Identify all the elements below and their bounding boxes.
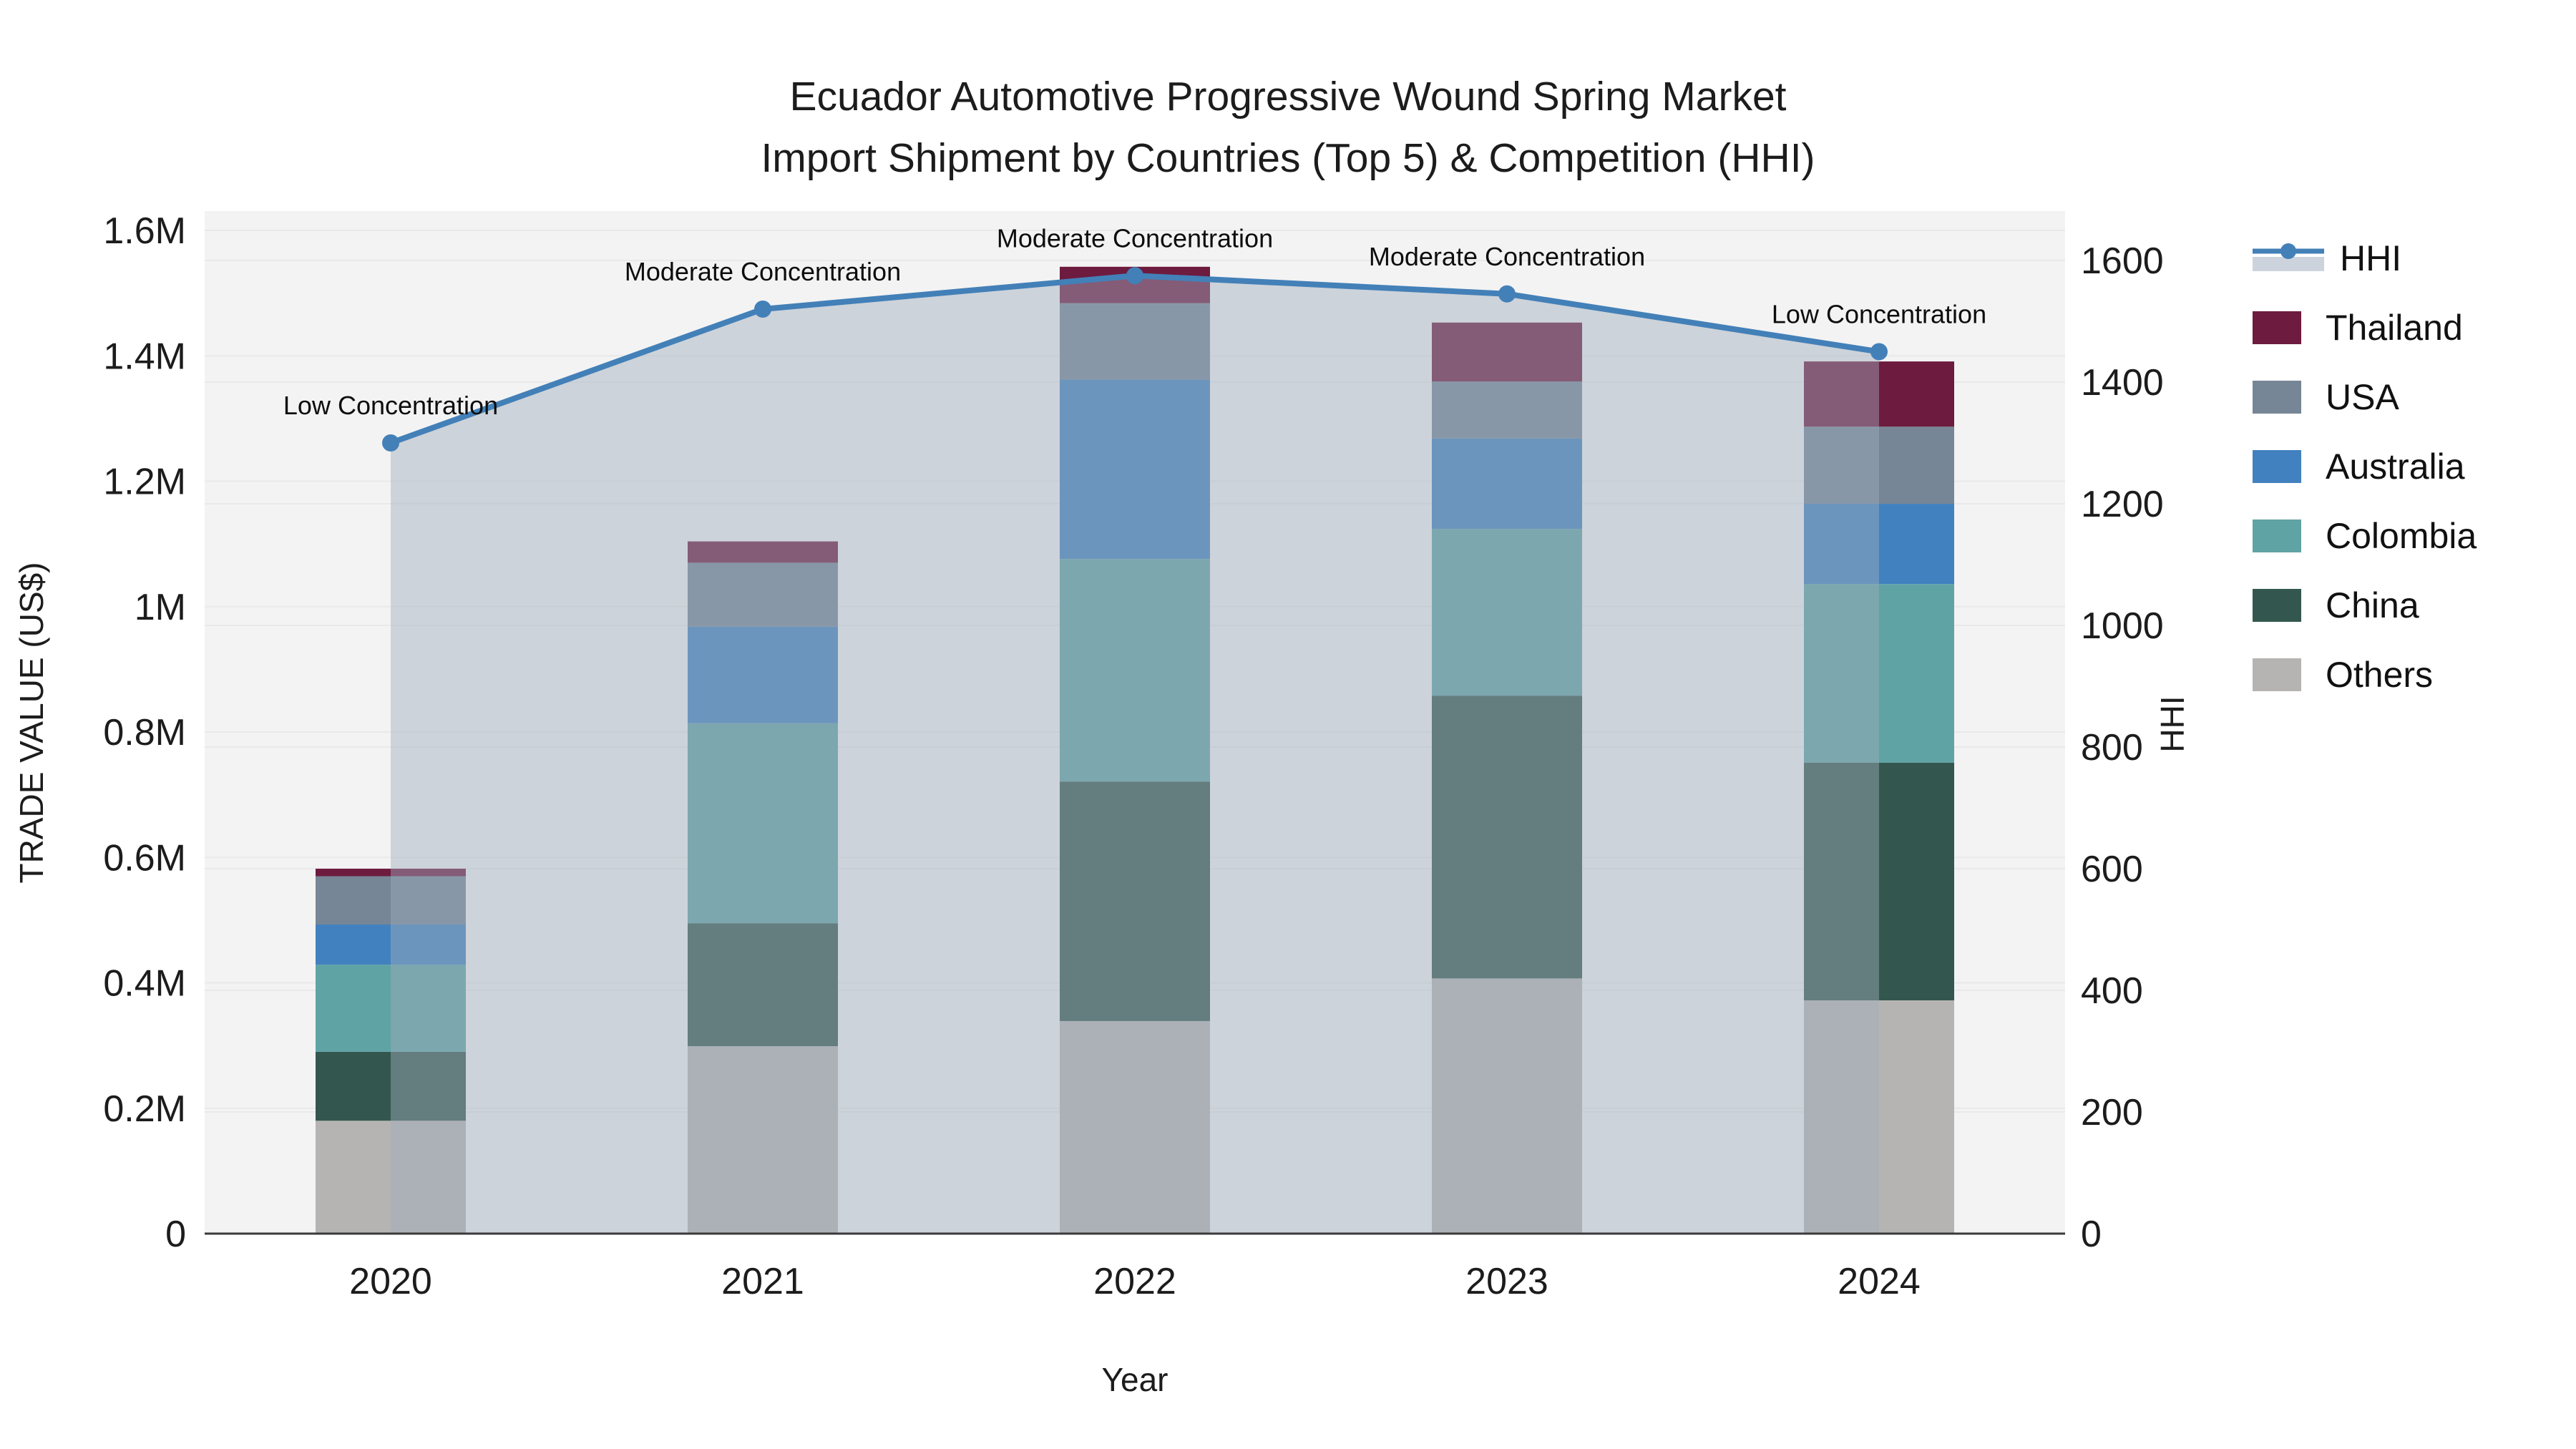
y2-axis-tick-label: 400	[2081, 970, 2143, 1012]
y2-axis-tick-label: 1000	[2081, 605, 2164, 647]
x-axis-tick-label: 2024	[1838, 1261, 1921, 1302]
legend-item-thailand[interactable]: Thailand	[2253, 293, 2477, 362]
legend-swatch-thailand	[2253, 311, 2301, 344]
legend-label: HHI	[2340, 238, 2402, 278]
x-axis-tick-label: 2021	[721, 1261, 804, 1302]
hhi-marker	[1126, 267, 1143, 285]
y-axis-title: TRADE VALUE (US$)	[13, 562, 50, 884]
y2-axis-tick-label: 0	[2081, 1214, 2102, 1255]
y-axis-tick-label: 1.4M	[103, 336, 186, 377]
hhi-annotation: Low Concentration	[283, 391, 498, 420]
bar-segment-usa	[1804, 426, 1954, 504]
legend-label: Others	[2326, 654, 2434, 695]
hhi-marker	[1498, 285, 1516, 303]
x-axis-title: Year	[1101, 1361, 1169, 1398]
bar-segment-usa	[316, 876, 466, 925]
bar-segment-others	[1060, 1020, 1210, 1234]
bar-segment-usa	[1060, 303, 1210, 380]
y2-axis-tick-label: 200	[2081, 1092, 2143, 1133]
bar-segment-australia	[1060, 379, 1210, 560]
bar-segment-others	[1432, 978, 1582, 1234]
y-axis-tick-label: 0.2M	[103, 1088, 186, 1130]
legend-item-china[interactable]: China	[2253, 570, 2477, 640]
bar-segment-thailand	[1804, 361, 1954, 427]
y-axis-tick-label: 0.8M	[103, 712, 186, 753]
bar-segment-china	[1804, 762, 1954, 1001]
bar-segment-others	[688, 1046, 838, 1234]
y-axis-tick-label: 0	[165, 1214, 186, 1255]
legend-swatch-china	[2253, 588, 2301, 622]
legend-swatch-usa	[2253, 380, 2301, 414]
x-axis-tick-label: 2020	[349, 1261, 432, 1302]
legend-swatch-others	[2253, 658, 2301, 691]
legend-label: Colombia	[2326, 515, 2477, 556]
bar-segment-colombia	[1804, 584, 1954, 763]
y-axis-tick-label: 1.2M	[103, 462, 186, 503]
hhi-annotation: Moderate Concentration	[997, 223, 1273, 253]
y2-axis-title: HHI	[2154, 696, 2191, 753]
bar-segment-australia	[1804, 504, 1954, 585]
bar-segment-australia	[1432, 438, 1582, 530]
legend-label: Thailand	[2326, 307, 2463, 348]
hhi-annotation: Low Concentration	[1772, 300, 1986, 329]
bar-segment-colombia	[688, 723, 838, 924]
legend-item-hhi[interactable]: HHI	[2253, 223, 2477, 293]
legend-item-usa[interactable]: USA	[2253, 362, 2477, 431]
bar-segment-others	[316, 1121, 466, 1234]
hhi-annotation: Moderate Concentration	[625, 257, 901, 286]
y-axis-tick-label: 1M	[135, 587, 186, 628]
hhi-annotation: Moderate Concentration	[1369, 242, 1645, 271]
y-axis-tick-label: 1.6M	[103, 210, 186, 252]
legend: HHI Thailand USA Australia Colombia China Othe…	[2253, 223, 2477, 709]
bar-segment-others	[1804, 1000, 1954, 1234]
legend-label: Australia	[2326, 446, 2465, 487]
bar-segment-australia	[688, 626, 838, 723]
bar-segment-colombia	[1060, 559, 1210, 782]
hhi-marker	[382, 434, 399, 452]
legend-item-colombia[interactable]: Colombia	[2253, 501, 2477, 570]
bar-segment-thailand	[316, 869, 466, 877]
bar-segment-china	[1060, 781, 1210, 1021]
x-axis-tick-label: 2023	[1465, 1261, 1548, 1302]
legend-label: USA	[2326, 376, 2399, 417]
legend-item-australia[interactable]: Australia	[2253, 431, 2477, 501]
legend-label: China	[2326, 585, 2419, 625]
y2-axis-tick-label: 1200	[2081, 484, 2164, 525]
bar-segment-usa	[688, 562, 838, 627]
bar-segment-australia	[316, 924, 466, 965]
y2-axis-tick-label: 600	[2081, 849, 2143, 890]
y-axis-tick-label: 0.4M	[103, 963, 186, 1005]
x-axis-tick-label: 2022	[1093, 1261, 1176, 1302]
bar-segment-colombia	[316, 965, 466, 1052]
hhi-area-fill	[391, 275, 1879, 1234]
legend-swatch-australia	[2253, 449, 2301, 483]
bar-segment-thailand	[1432, 322, 1582, 382]
bar-segment-colombia	[1432, 529, 1582, 696]
hhi-marker	[754, 301, 771, 318]
legend-item-others[interactable]: Others	[2253, 640, 2477, 709]
y2-axis-tick-label: 1600	[2081, 240, 2164, 282]
bar-segment-thailand	[688, 541, 838, 563]
legend-swatch-colombia	[2253, 519, 2301, 552]
chart-title-line1: Ecuador Automotive Progressive Wound Spr…	[789, 74, 1787, 119]
hhi-line-sample-icon	[2253, 243, 2324, 271]
bar-segment-china	[1432, 696, 1582, 979]
bar-segment-china	[688, 923, 838, 1047]
y2-axis-tick-label: 800	[2081, 727, 2143, 769]
chart-title: Ecuador Automotive Progressive Wound Spr…	[0, 66, 2576, 189]
bar-segment-usa	[1432, 381, 1582, 439]
bar-segment-china	[316, 1051, 466, 1121]
chart-title-line2: Import Shipment by Countries (Top 5) & C…	[761, 135, 1815, 181]
y-axis-tick-label: 0.6M	[103, 837, 186, 879]
y2-axis-tick-label: 1400	[2081, 362, 2164, 404]
hhi-marker	[1870, 343, 1888, 361]
